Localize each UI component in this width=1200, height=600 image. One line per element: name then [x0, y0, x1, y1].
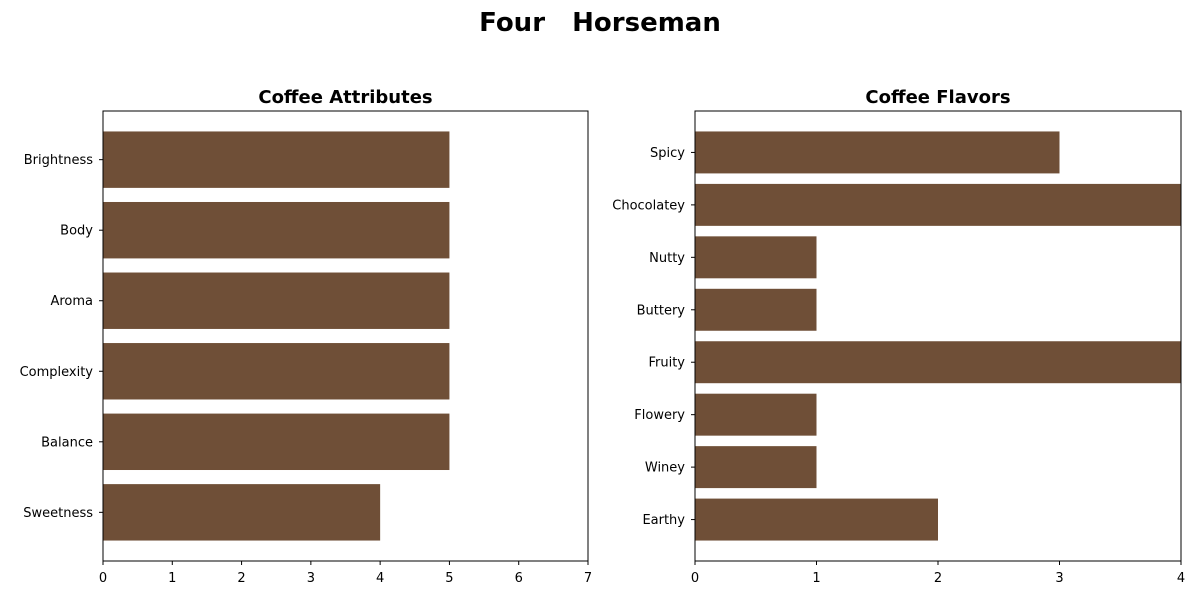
x-tick-label: 4 [1177, 571, 1185, 586]
bar-nutty [695, 236, 817, 279]
bar-aroma [103, 272, 450, 329]
bar-sweetness [103, 484, 381, 541]
x-tick-label: 2 [934, 571, 942, 586]
x-tick-label: 2 [237, 571, 245, 586]
chart-coffee-flavors: Coffee Flavors Spicy Chocolatey Nutty Butter… [612, 87, 1185, 586]
y-tick-label: Buttery [637, 303, 686, 318]
y-tick-label: Fruity [648, 356, 685, 371]
x-tick-label: 5 [445, 571, 453, 586]
x-tick-label: 1 [168, 571, 176, 586]
y-tick-label: Balance [41, 435, 93, 450]
y-tick-label: Aroma [50, 294, 93, 309]
y-tick-label: Body [60, 224, 93, 239]
y-tick-label: Winey [645, 461, 685, 476]
bar-flowery [695, 393, 817, 436]
plot-frame [694, 110, 1182, 562]
plot-frame [102, 110, 589, 562]
y-tick-label: Sweetness [23, 506, 93, 521]
x-tick-label: 6 [515, 571, 523, 586]
y-tick-label: Nutty [649, 251, 685, 266]
chart-title: Coffee Attributes [258, 87, 432, 108]
y-tick-label: Earthy [642, 513, 685, 528]
bar-spicy [695, 131, 1060, 174]
bar-earthy [695, 498, 938, 541]
bar-buttery [695, 288, 817, 331]
bar-body [103, 201, 450, 259]
bar-winey [695, 446, 817, 489]
y-tick-label: Brightness [24, 153, 93, 168]
bar-brightness [103, 131, 450, 188]
y-tick-label: Spicy [650, 146, 685, 161]
x-tick-label: 0 [691, 571, 699, 586]
bar-fruity [695, 341, 1181, 384]
x-tick-label: 7 [584, 571, 592, 586]
x-tick-label: 0 [99, 571, 107, 586]
bar-balance [103, 413, 450, 471]
x-tick-label: 1 [812, 571, 820, 586]
figure-title: Four Horseman [479, 8, 721, 38]
y-tick-label: Chocolatey [612, 198, 685, 213]
y-tick-label: Complexity [20, 365, 94, 380]
y-tick-label: Flowery [634, 408, 685, 423]
x-tick-label: 3 [307, 571, 315, 586]
x-tick-label: 4 [376, 571, 384, 586]
chart-coffee-attributes: Coffee Attributes Brightness Body Aroma Comp… [20, 87, 593, 586]
chart-title: Coffee Flavors [865, 87, 1010, 108]
bar-complexity [103, 343, 450, 400]
x-tick-label: 3 [1055, 571, 1063, 586]
bar-chocolatey [695, 183, 1181, 226]
